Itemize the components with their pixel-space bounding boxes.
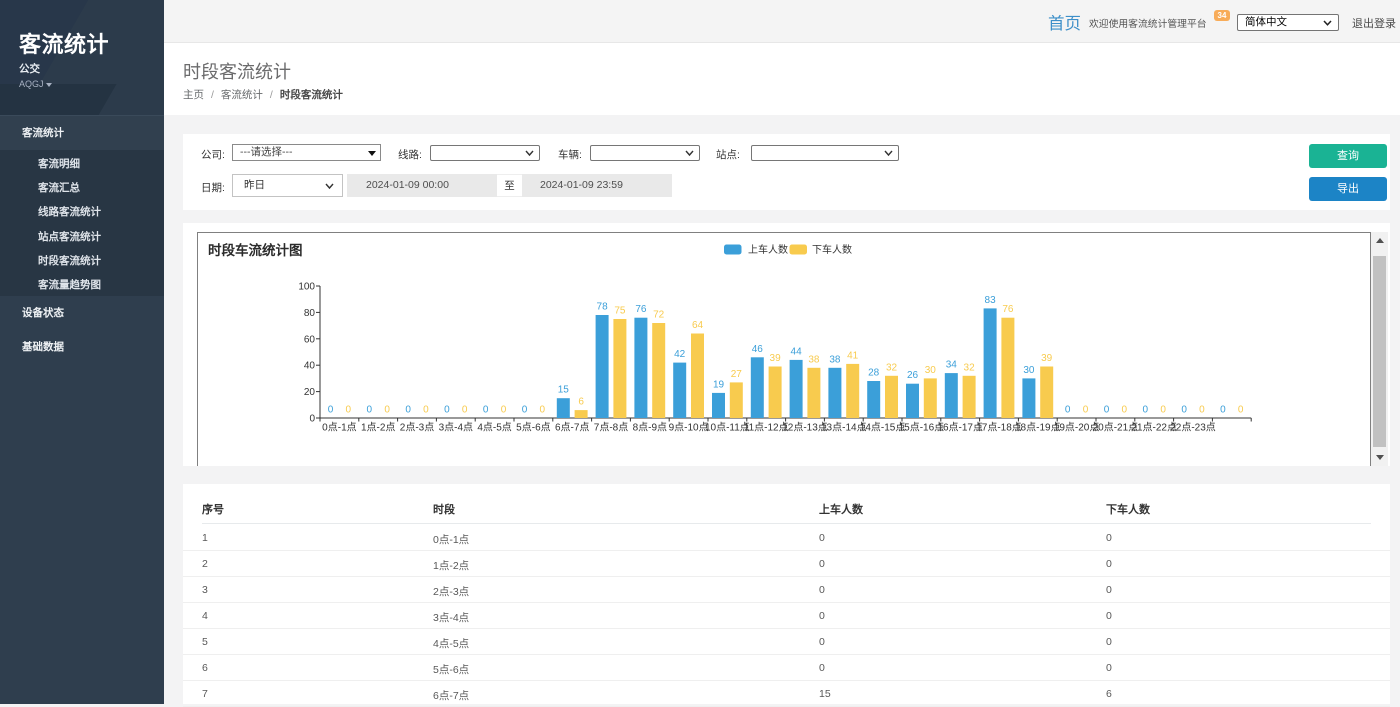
svg-text:1点-2点: 1点-2点 [361,421,395,433]
svg-text:0: 0 [1238,404,1244,415]
svg-text:100: 100 [298,281,315,292]
svg-text:18点-19点: 18点-19点 [1015,421,1061,433]
svg-text:28: 28 [868,367,880,378]
svg-text:44: 44 [791,346,803,357]
svg-text:0: 0 [328,404,334,415]
svg-text:20: 20 [304,387,316,398]
svg-text:0: 0 [1220,404,1226,415]
svg-text:3点-4点: 3点-4点 [439,421,473,433]
svg-text:76: 76 [1002,304,1014,315]
svg-text:76: 76 [635,304,647,315]
svg-text:14点-15点: 14点-15点 [860,421,906,433]
svg-text:40: 40 [304,360,316,371]
svg-text:72: 72 [653,309,665,320]
svg-text:12点-13点: 12点-13点 [782,421,828,433]
svg-text:0: 0 [309,413,315,424]
svg-text:30: 30 [925,364,937,375]
svg-text:8点-9点: 8点-9点 [633,421,667,433]
svg-text:83: 83 [985,294,997,305]
svg-text:4点-5点: 4点-5点 [477,421,511,433]
svg-text:0: 0 [367,404,373,415]
svg-text:0: 0 [444,404,450,415]
svg-text:0: 0 [384,404,390,415]
svg-text:0: 0 [1083,404,1089,415]
svg-text:19点-20点: 19点-20点 [1054,421,1100,433]
svg-text:15点-16点: 15点-16点 [899,421,945,433]
svg-text:0: 0 [423,404,429,415]
svg-text:0: 0 [1122,404,1128,415]
svg-text:27: 27 [731,368,743,379]
svg-text:75: 75 [614,305,626,316]
svg-text:13点-14点: 13点-14点 [821,421,867,433]
svg-text:0: 0 [1199,404,1205,415]
svg-text:41: 41 [847,350,859,361]
svg-text:0: 0 [501,404,507,415]
svg-text:15: 15 [558,384,570,395]
svg-text:0点-1点: 0点-1点 [322,421,356,433]
svg-text:0: 0 [483,404,489,415]
svg-text:38: 38 [808,354,820,365]
svg-text:0: 0 [1160,404,1166,415]
svg-text:39: 39 [770,353,782,364]
svg-text:2点-3点: 2点-3点 [400,421,434,433]
svg-text:10点-11点: 10点-11点 [705,421,750,433]
svg-text:上车人数: 上车人数 [748,243,788,256]
svg-text:17点-18点: 17点-18点 [976,421,1022,433]
svg-text:26: 26 [907,370,919,381]
svg-text:32: 32 [886,362,898,373]
svg-text:39: 39 [1041,353,1053,364]
svg-text:22点-23点: 22点-23点 [1170,421,1216,433]
svg-text:0: 0 [346,404,352,415]
svg-text:9点-10点: 9点-10点 [669,421,709,433]
svg-text:0: 0 [1104,404,1110,415]
svg-text:5点-6点: 5点-6点 [516,421,550,433]
svg-text:0: 0 [462,404,468,415]
svg-text:0: 0 [540,404,546,415]
svg-text:6: 6 [578,396,584,407]
svg-text:0: 0 [1181,404,1187,415]
svg-text:80: 80 [304,307,316,318]
svg-text:0: 0 [1065,404,1071,415]
svg-text:60: 60 [304,334,316,345]
svg-text:21点-22点: 21点-22点 [1131,421,1177,433]
svg-text:下车人数: 下车人数 [812,243,852,256]
svg-text:78: 78 [597,301,609,312]
svg-text:38: 38 [829,354,841,365]
svg-text:46: 46 [752,343,764,354]
svg-text:时段车流统计图: 时段车流统计图 [208,242,303,258]
svg-text:34: 34 [946,359,958,370]
svg-text:19: 19 [713,379,725,390]
svg-text:0: 0 [522,404,528,415]
svg-text:30: 30 [1023,364,1035,375]
svg-text:32: 32 [964,362,976,373]
svg-text:42: 42 [674,349,686,360]
svg-text:16点-17点: 16点-17点 [937,421,983,433]
svg-text:6点-7点: 6点-7点 [555,421,589,433]
svg-text:64: 64 [692,320,704,331]
svg-text:0: 0 [1143,404,1149,415]
svg-text:7点-8点: 7点-8点 [594,421,628,433]
svg-text:0: 0 [405,404,411,415]
svg-text:20点-21点: 20点-21点 [1093,421,1139,433]
svg-text:11点-12点: 11点-12点 [744,421,789,433]
